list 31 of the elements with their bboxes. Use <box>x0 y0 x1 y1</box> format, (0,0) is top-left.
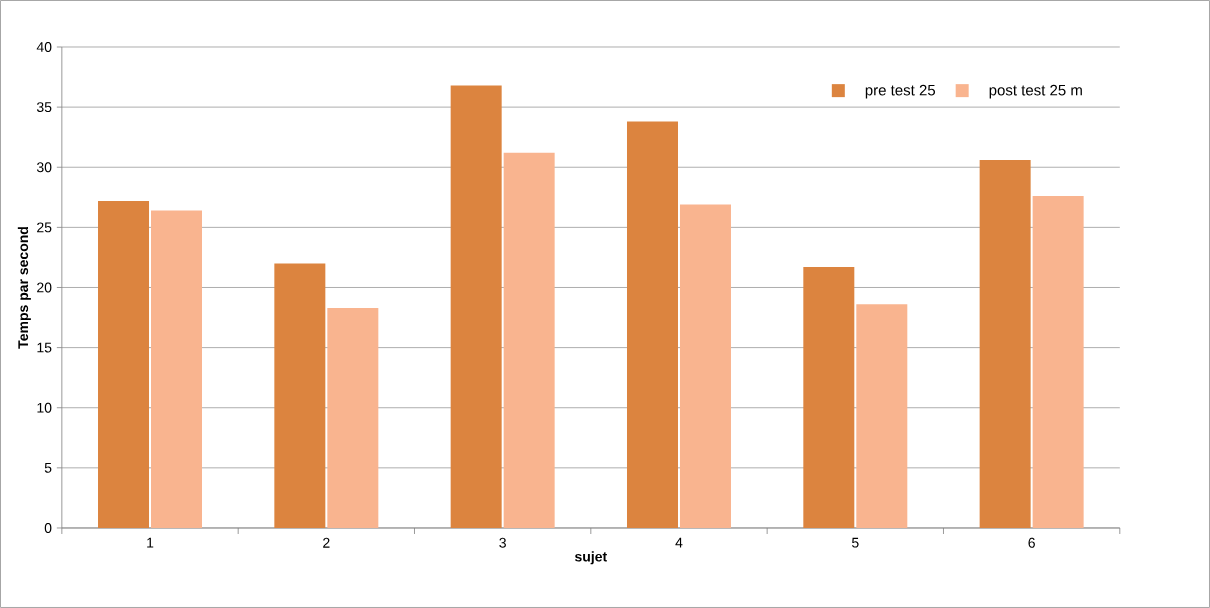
bar <box>151 210 202 528</box>
legend-label: post test 25 m <box>989 84 1082 99</box>
bar <box>98 200 150 528</box>
bar <box>503 152 555 528</box>
x-tick-label: 5 <box>851 537 859 548</box>
x-axis-title: sujet <box>574 551 607 565</box>
y-tick-label: 0 <box>44 523 52 533</box>
bar <box>1032 196 1084 528</box>
legend-label: pre test 25 <box>865 84 936 99</box>
y-tick-label: 5 <box>44 462 52 473</box>
y-tick-label: 20 <box>37 282 52 293</box>
y-tick-label: 15 <box>37 342 52 353</box>
bar <box>679 204 731 528</box>
bar <box>327 307 379 528</box>
x-tick-label: 6 <box>1028 537 1035 548</box>
bar <box>979 160 1031 528</box>
bar <box>450 85 502 528</box>
x-tick-label: 1 <box>147 537 154 548</box>
bar <box>626 121 678 528</box>
y-axis-title: Temps par second <box>17 227 31 349</box>
y-tick-label: 30 <box>36 162 52 173</box>
y-tick-label: 25 <box>37 222 52 233</box>
x-tick-label: 2 <box>323 537 330 548</box>
x-tick-label: 3 <box>499 537 506 548</box>
bar <box>803 267 855 528</box>
x-tick-label: 4 <box>675 537 683 548</box>
bar <box>856 304 908 528</box>
bar <box>274 263 326 528</box>
y-tick-label: 35 <box>36 102 52 113</box>
y-tick-label: 40 <box>36 42 52 52</box>
y-tick-label: 10 <box>37 402 52 413</box>
